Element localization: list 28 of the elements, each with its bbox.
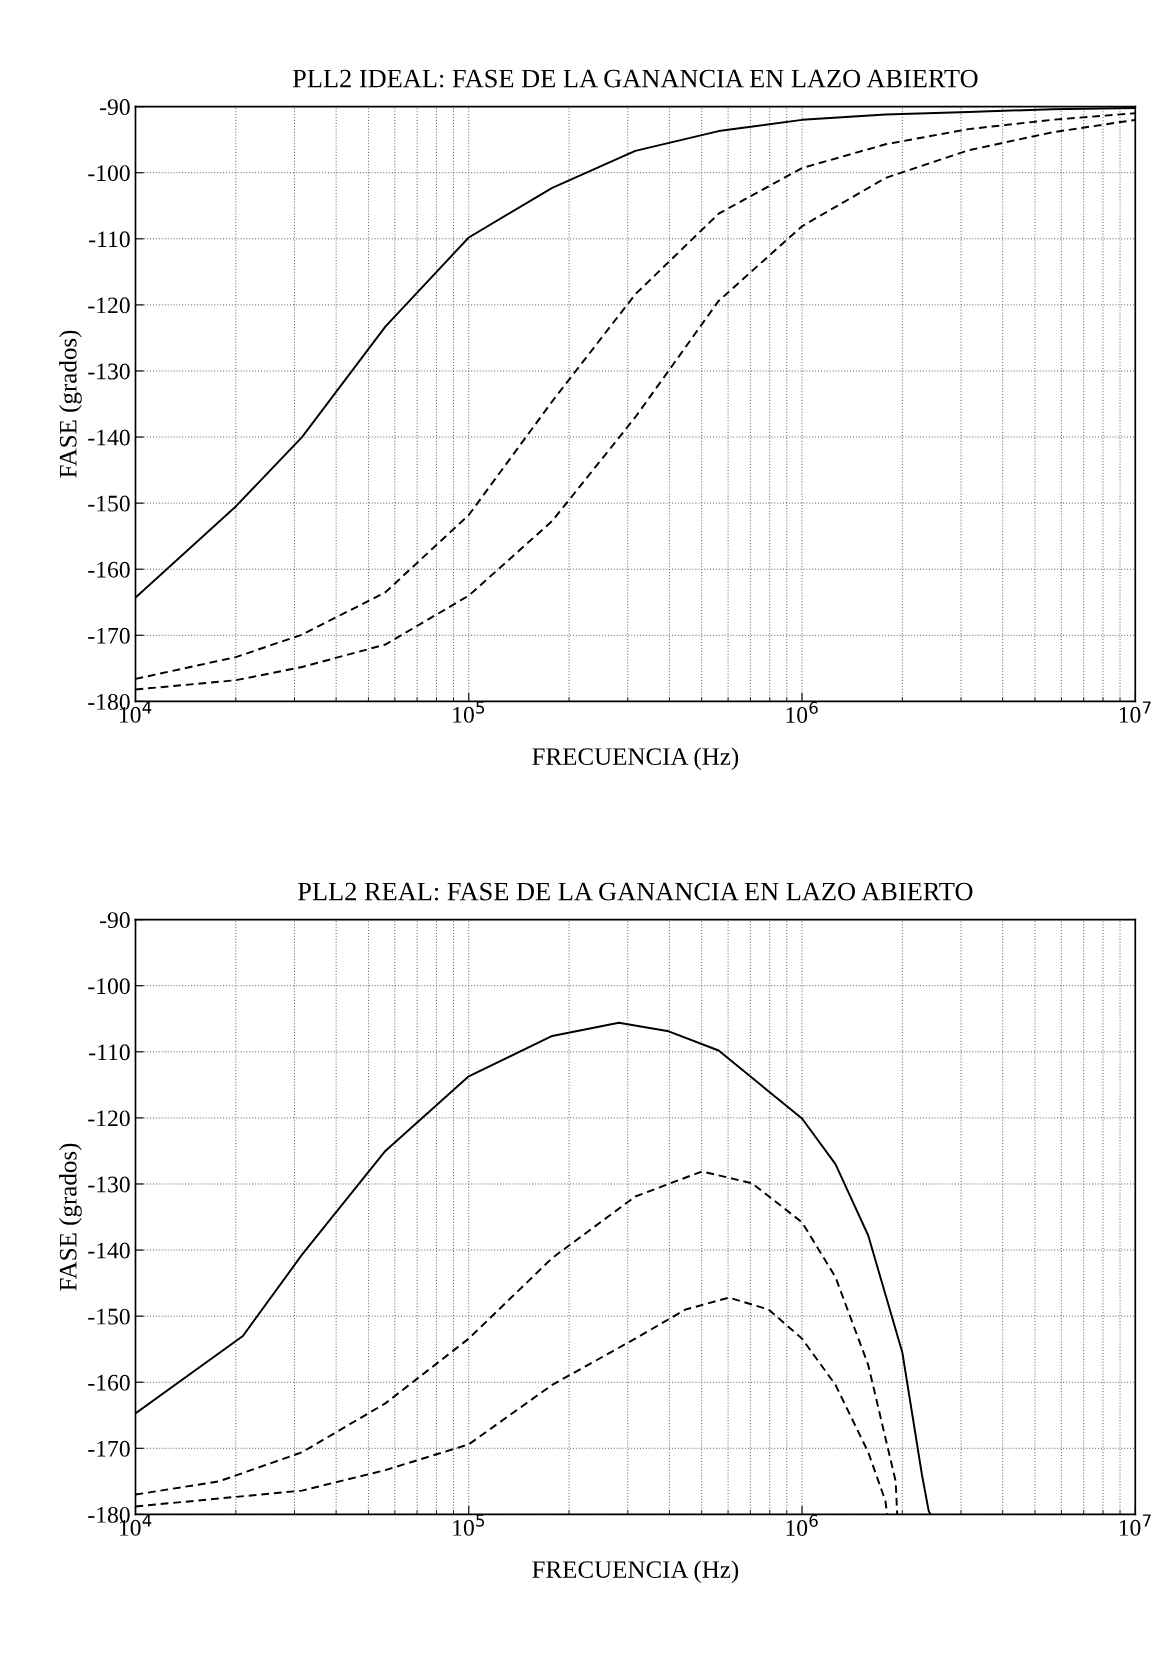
chart-title: PLL2 REAL: FASE DE LA GANANCIA EN LAZO ABIERTO (298, 882, 973, 901)
y-tick-label: -150 (88, 1308, 130, 1325)
y-tick-label: -100 (88, 165, 130, 182)
y-tick-label: -90 (100, 99, 130, 116)
y-tick-label: -150 (88, 495, 130, 512)
y-tick-label: -170 (88, 627, 130, 644)
x-tick-label: 10$^{6}$ (786, 1514, 818, 1536)
y-tick-label: -90 (100, 912, 130, 929)
x-axis-title: FRECUENCIA (Hz) (532, 747, 739, 771)
y-tick-label: -140 (88, 429, 130, 446)
y-tick-label: -170 (88, 1440, 130, 1457)
y-tick-label: -120 (88, 1110, 130, 1127)
y-tick-label: -160 (88, 1374, 130, 1391)
y-tick-label: -110 (89, 1044, 130, 1061)
y-tick-label: -100 (88, 978, 130, 995)
y-tick-label: -130 (88, 1176, 130, 1193)
x-axis-title: FRECUENCIA (Hz) (532, 1560, 739, 1584)
y-tick-label: -140 (88, 1242, 130, 1259)
y-axis-title: FASE (grados) (59, 330, 82, 478)
y-tick-label: -110 (89, 231, 130, 248)
x-tick-label: 10$^{7}$ (1119, 1514, 1151, 1536)
x-tick-label: 10$^{6}$ (786, 701, 818, 723)
y-tick-label: -120 (88, 297, 130, 314)
chart-title: PLL2 IDEAL: FASE DE LA GANANCIA EN LAZO ABIERTO (292, 69, 978, 88)
y-tick-label: -160 (88, 561, 130, 578)
y-tick-label: -130 (88, 363, 130, 380)
y-axis-title: FASE (grados) (59, 1143, 82, 1291)
x-tick-label: 10$^{7}$ (1119, 701, 1151, 723)
